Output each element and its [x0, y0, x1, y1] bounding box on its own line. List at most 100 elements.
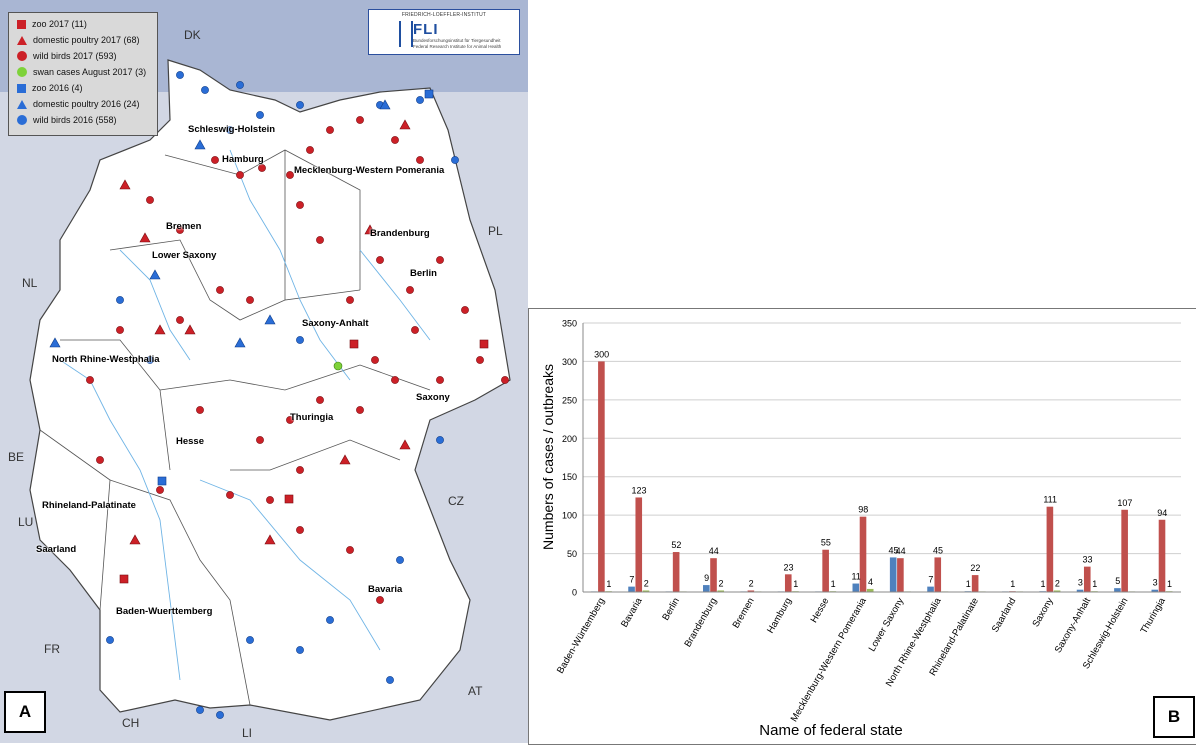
data-label: 1: [966, 579, 971, 589]
data-label: 33: [1083, 555, 1093, 565]
zoo-2016-markers: [157, 89, 434, 486]
data-label: 1: [831, 579, 836, 589]
y-tick-label: 300: [562, 357, 577, 367]
data-label: 4: [868, 577, 873, 587]
country-label-li: LI: [242, 726, 253, 740]
x-tick-label: Thuringia: [1139, 595, 1169, 635]
state-label-bremen: Bremen: [166, 221, 202, 232]
bar: [598, 361, 605, 592]
y-tick-label: 150: [562, 472, 577, 482]
x-tick-label: Baden-Württemberg: [555, 596, 607, 676]
data-label: 3: [1153, 578, 1158, 588]
panel-tag-b: B: [1153, 696, 1195, 738]
swan-cases-markers: [333, 361, 343, 371]
bar: [784, 574, 792, 592]
state-label-brandenburg: Brandenburg: [370, 228, 430, 239]
bar: [852, 583, 860, 592]
country-label-lu: LU: [18, 515, 34, 529]
y-axis-title: Numbers of cases / outbreaks: [540, 364, 556, 550]
data-label: 45: [888, 545, 898, 555]
y-tick-label: 200: [562, 434, 577, 444]
bar: [672, 552, 680, 592]
bar: [1076, 589, 1084, 592]
data-label: 2: [749, 578, 754, 588]
fli-logo-subtitle: Bundesforschungsinstitut für Tiergesundh…: [413, 38, 513, 50]
x-tick-label: Bavaria: [619, 595, 645, 629]
bar: [897, 558, 904, 592]
country-label-be: BE: [8, 450, 25, 464]
bar: [717, 590, 725, 592]
data-label: 1: [1092, 579, 1097, 589]
bar: [1121, 509, 1128, 592]
bar: [1114, 588, 1121, 592]
country-label-nl: NL: [22, 276, 38, 290]
x-tick-label: Lower Saxony: [867, 596, 907, 654]
outbreak-markers: [49, 71, 509, 719]
x-tick-label: Saxony-Anhalt: [1053, 596, 1094, 655]
map-legend: zoo 2017 (11) domestic poultry 2017 (68)…: [8, 12, 158, 136]
panel-tag-a: A: [4, 691, 46, 733]
data-label: 55: [821, 538, 831, 548]
x-axis-title: Name of federal state: [759, 722, 902, 739]
country-label-fr: FR: [44, 642, 60, 656]
x-tick-label: Mecklenburg-Western Pomerania: [789, 595, 870, 724]
legend-item-zoo-2017: zoo 2017 (11): [17, 17, 87, 31]
state-label-baden-wuerttemberg: Baden-Wuerttemberg: [116, 606, 213, 617]
y-tick-label: 350: [562, 319, 577, 329]
x-tick-label: Hesse: [809, 596, 832, 625]
data-label: 98: [858, 505, 868, 515]
bar: [934, 557, 942, 592]
legend-label: wild birds 2016 (558): [33, 115, 117, 125]
bar: [859, 516, 867, 592]
data-label: 1: [606, 579, 611, 589]
state-label-rhineland-palatinate: Rhineland-Palatinate: [42, 500, 136, 511]
bars: [590, 361, 1173, 592]
data-label: 11: [851, 572, 860, 582]
data-label: 1: [1167, 579, 1172, 589]
data-label: 22: [970, 563, 980, 573]
state-label-bavaria: Bavaria: [368, 584, 403, 595]
wild-birds-2017-markers: [86, 116, 509, 604]
data-label: 1: [1010, 579, 1015, 589]
data-label: 111: [1043, 495, 1057, 505]
map-panel: zoo 2017 (11) domestic poultry 2017 (68)…: [0, 0, 528, 743]
fli-logo: FRIEDRICH-LOEFFLER-INSTITUT FLI Bundesfo…: [368, 9, 520, 55]
country-label-cz: CZ: [448, 494, 464, 508]
state-label-hesse: Hesse: [176, 436, 204, 447]
data-label: 45: [933, 545, 943, 555]
data-label: 2: [719, 578, 724, 588]
green-circle-icon: [17, 67, 27, 77]
y-tick-label: 0: [572, 588, 577, 598]
red-circle-icon: [17, 51, 27, 61]
data-label: 52: [671, 540, 681, 550]
state-label-thuringia: Thuringia: [290, 412, 334, 423]
y-tick-labels: 0 50 100 150 200 250 300 350: [562, 319, 577, 598]
fli-logo-subtitle-en: Federal Research Institute for Animal He…: [413, 44, 502, 49]
legend-item-domestic-poultry-2016: domestic poultry 2016 (24): [17, 97, 140, 111]
x-tick-label: Berlin: [660, 596, 682, 623]
legend-label: domestic poultry 2016 (24): [33, 99, 140, 109]
bar: [971, 575, 979, 592]
country-label-pl: PL: [488, 224, 503, 238]
fli-logo-mark: [399, 21, 413, 47]
data-label: 123: [632, 485, 647, 495]
state-label-saxony-anhalt: Saxony-Anhalt: [302, 318, 369, 329]
state-label-berlin: Berlin: [410, 268, 437, 279]
bar: [889, 557, 897, 592]
red-square-icon: [17, 19, 26, 29]
x-tick-label: Hamburg: [765, 596, 794, 635]
state-label-schleswig-holstein: Schleswig-Holstein: [188, 124, 276, 135]
x-tick-label: Brandenburg: [682, 596, 719, 649]
data-label: 1: [793, 579, 798, 589]
state-label-north-rhine-westphalia: North Rhine-Westphalia: [52, 354, 160, 365]
data-label: 44: [896, 546, 906, 556]
blue-square-icon: [17, 83, 26, 93]
data-label: 7: [928, 575, 933, 585]
data-label: 7: [629, 575, 634, 585]
blue-circle-icon: [17, 115, 27, 125]
data-label: 107: [1117, 498, 1132, 508]
legend-label: zoo 2016 (4): [32, 83, 83, 93]
bar: [1158, 519, 1166, 592]
data-label: 94: [1157, 508, 1167, 518]
